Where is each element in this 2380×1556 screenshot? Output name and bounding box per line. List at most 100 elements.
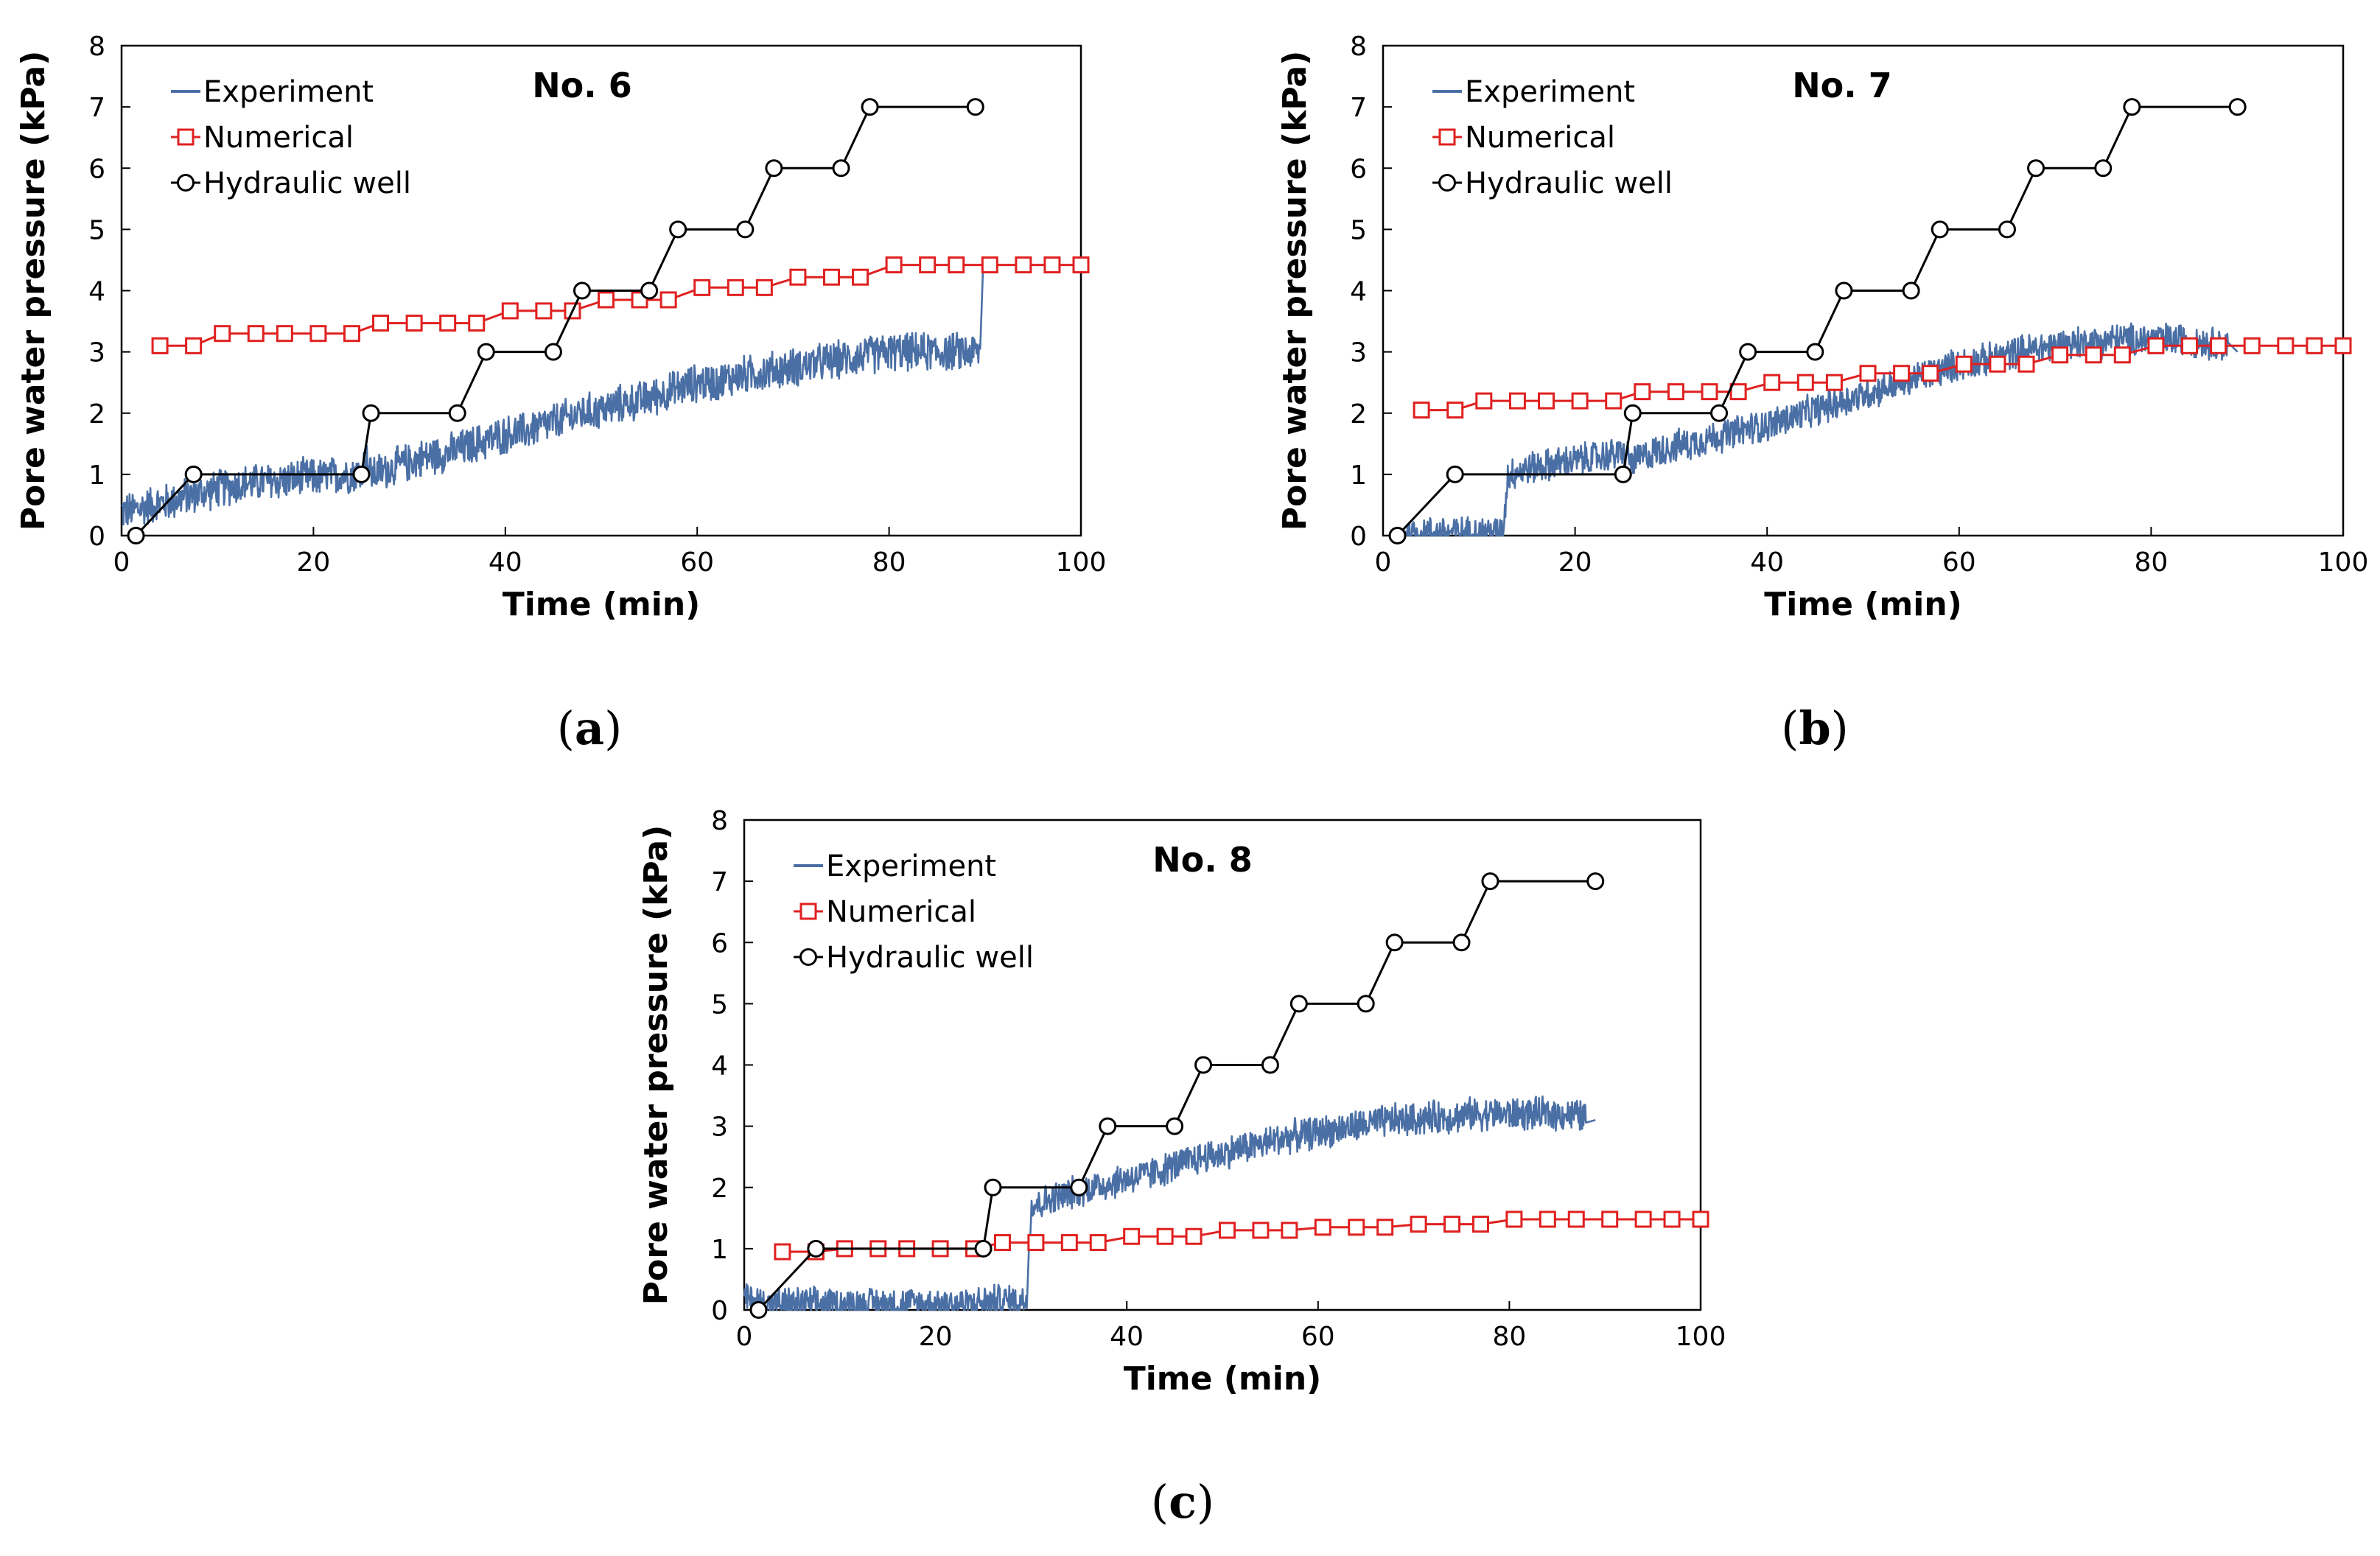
series-hydraulic-well: Hydraulic well: [1388, 98, 2247, 544]
numerical-point: [2147, 337, 2165, 354]
x-tick-label: 80: [872, 547, 906, 578]
y-tick-label: 0: [711, 1296, 728, 1326]
legend-label: Numerical: [826, 895, 976, 929]
legend-label: Numerical: [1465, 121, 1615, 155]
caption-letter: b: [1799, 701, 1830, 755]
legend-marker: [799, 948, 817, 966]
numerical-point: [1123, 1227, 1141, 1245]
numerical-point: [439, 315, 457, 332]
hydraulic-well-point: [1166, 1117, 1184, 1135]
hydraulic-well-point: [974, 1239, 993, 1258]
y-axis-title: Pore water pressure (kPa): [15, 51, 52, 530]
numerical-point: [1508, 392, 1526, 410]
numerical-point: [1027, 1234, 1045, 1252]
numerical-point: [1571, 392, 1589, 410]
numerical-point: [2243, 337, 2261, 354]
series-numerical: Numerical: [1413, 121, 2352, 419]
x-tick-label: 40: [489, 547, 522, 578]
legend-label: Hydraulic well: [826, 941, 1034, 975]
y-tick-label: 8: [711, 806, 728, 836]
numerical-point: [501, 302, 519, 320]
hydraulic-well-point: [1614, 465, 1632, 483]
numerical-point: [247, 325, 265, 343]
y-tick-label: 0: [1350, 522, 1367, 552]
series-experiment: Experiment: [120, 75, 984, 526]
hydraulic-well-point: [127, 527, 145, 544]
numerical-point: [1348, 1219, 1365, 1236]
hydraulic-well-point: [807, 1239, 825, 1258]
x-tick-label: 100: [2318, 547, 2369, 578]
hydraulic-well-point: [1739, 343, 1757, 361]
numerical-point: [1043, 256, 1061, 274]
hydraulic-well-point: [1481, 872, 1499, 891]
x-tick-label: 20: [919, 1322, 953, 1352]
series-hydraulic-well: Hydraulic well: [127, 98, 984, 544]
hydraulic-well-point: [765, 159, 783, 178]
numerical-point: [885, 256, 903, 274]
x-tick-label: 60: [680, 547, 714, 578]
numerical-point: [1538, 392, 1555, 410]
numerical-point: [598, 291, 615, 309]
numerical-point: [993, 1234, 1011, 1252]
series-line: [782, 1218, 1701, 1253]
hydraulic-well-point: [1388, 527, 1407, 544]
numerical-point: [2334, 337, 2352, 354]
numerical-point: [1692, 1210, 1709, 1228]
numerical-point: [535, 302, 553, 320]
numerical-point: [2017, 355, 2035, 373]
numerical-point: [1825, 374, 1843, 391]
legend-marker: [1438, 174, 1456, 192]
numerical-point: [1601, 1210, 1619, 1228]
panel-caption: (b): [1781, 701, 1849, 755]
numerical-point: [405, 315, 423, 332]
y-tick-label: 1: [1350, 460, 1367, 491]
hydraulic-well-point: [1586, 872, 1605, 891]
hydraulic-well-point: [2228, 98, 2247, 116]
numerical-point: [919, 256, 937, 274]
numerical-point: [372, 315, 390, 332]
hydraulic-well-point: [1710, 404, 1729, 422]
y-axis-title: Pore water pressure (kPa): [637, 825, 675, 1305]
y-tick-label: 4: [1350, 277, 1367, 307]
hydraulic-well-point: [1806, 343, 1824, 361]
numerical-point: [1605, 392, 1623, 410]
numerical-point: [1796, 374, 1814, 391]
y-tick-label: 4: [88, 277, 105, 307]
numerical-point: [2113, 346, 2131, 364]
caption-open: (: [1151, 1475, 1169, 1529]
legend-label: Experiment: [826, 849, 996, 883]
numerical-point: [755, 278, 773, 296]
caption-open: (: [1781, 701, 1799, 755]
y-tick-label: 1: [88, 460, 105, 491]
x-tick-label: 40: [1110, 1322, 1144, 1352]
numerical-point: [276, 325, 293, 343]
legend-label: Hydraulic well: [203, 167, 411, 200]
y-tick-label: 3: [711, 1112, 728, 1143]
hydraulic-well-point: [669, 220, 687, 239]
legend-label: Hydraulic well: [1465, 167, 1673, 200]
y-tick-label: 7: [711, 867, 728, 897]
numerical-point: [2277, 337, 2295, 354]
x-axis-title: Time (min): [503, 586, 701, 623]
numerical-point: [1475, 392, 1493, 410]
legend-label: Experiment: [1465, 75, 1635, 109]
legend-marker: [799, 903, 817, 920]
caption-close: ): [1831, 701, 1849, 755]
numerical-point: [1413, 402, 1430, 419]
caption-close: ): [1197, 1475, 1214, 1529]
hydraulic-well-point: [1289, 995, 1308, 1013]
y-tick-label: 0: [88, 522, 105, 552]
numerical-point: [1922, 365, 1939, 382]
hydraulic-well-point: [2027, 159, 2045, 178]
hydraulic-well-point: [749, 1301, 768, 1319]
caption-letter: a: [575, 701, 604, 755]
panel-title: No. 6: [532, 66, 632, 105]
numerical-point: [1763, 374, 1781, 391]
panel-caption: (a): [557, 701, 623, 755]
y-tick-label: 6: [1350, 154, 1367, 184]
x-tick-label: 100: [1056, 547, 1107, 578]
y-tick-label: 2: [88, 399, 105, 430]
hydraulic-well-point: [966, 98, 984, 116]
y-tick-label: 5: [88, 215, 105, 245]
numerical-point: [309, 325, 327, 343]
